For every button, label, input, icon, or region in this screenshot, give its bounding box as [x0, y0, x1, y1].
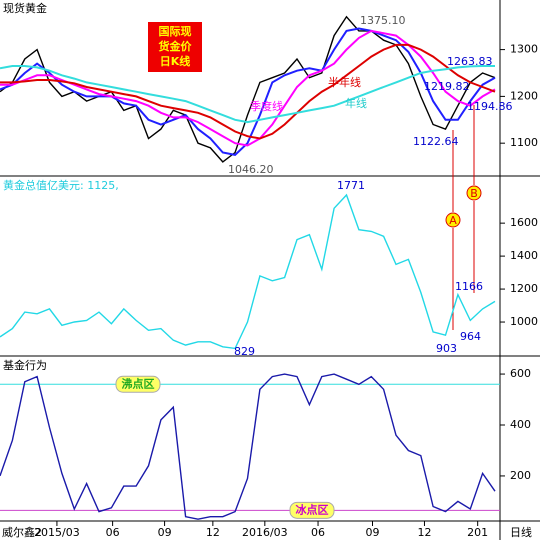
label-box-text: 货金价	[158, 39, 193, 53]
marker-label: A	[449, 214, 457, 227]
label-box	[148, 22, 202, 72]
series-line	[0, 373, 496, 520]
y-tick-label: 1200	[510, 89, 538, 102]
marker-label: B	[470, 187, 478, 200]
x-tick-label: 09	[158, 526, 172, 539]
annotation: 1375.10	[360, 14, 406, 27]
y-tick-label: 1400	[510, 249, 538, 262]
annotation: 1263.83	[447, 55, 493, 68]
x-tick-label: 06	[311, 526, 325, 539]
footer-label: 日线	[510, 525, 532, 539]
label-box-text: 日K线	[160, 54, 191, 68]
annotation: 季度线	[250, 99, 283, 113]
zone-label: 沸点区	[122, 376, 155, 390]
y-tick-label: 400	[510, 418, 531, 431]
annotation: 1194.86	[467, 100, 513, 113]
y-tick-label: 1100	[510, 136, 538, 149]
y-tick-label: 1300	[510, 43, 538, 56]
annotation: 年线	[345, 96, 367, 110]
annotation: 829	[234, 345, 255, 358]
series-line	[0, 43, 496, 140]
x-tick-label: 2015/03	[34, 526, 80, 539]
x-tick-label: 09	[365, 526, 379, 539]
annotation: 964	[460, 330, 481, 343]
x-tick-label: 06	[106, 526, 120, 539]
zone-badge	[115, 375, 161, 393]
series-line	[0, 29, 496, 147]
panel-title: 黄金总值亿美元: 1125,	[3, 178, 119, 192]
annotation: 半年线	[328, 75, 361, 89]
y-tick-label: 1200	[510, 282, 538, 295]
annotation: 1122.64	[413, 135, 459, 148]
y-tick-label: 1000	[510, 315, 538, 328]
zone-badge	[289, 501, 335, 519]
series-line	[0, 65, 495, 124]
y-tick-label: 1600	[510, 216, 538, 229]
series-line	[0, 15, 496, 163]
series-line	[0, 27, 496, 156]
series-line	[0, 193, 496, 350]
y-tick-label: 200	[510, 469, 531, 482]
x-tick-label: 12	[206, 526, 220, 539]
y-tick-label: 600	[510, 367, 531, 380]
marker-circle	[445, 212, 461, 228]
annotation: 1771	[337, 179, 365, 192]
x-tick-label: 2016/03	[242, 526, 288, 539]
zone-label: 冰点区	[296, 502, 329, 516]
annotation: 1166	[455, 280, 483, 293]
x-tick-label: 12	[417, 526, 431, 539]
panel-title: 现货黄金	[3, 1, 47, 15]
x-tick-label: 201	[467, 526, 488, 539]
annotation: 1219.82	[424, 80, 470, 93]
panel-title: 基金行为	[3, 358, 47, 372]
marker-circle	[466, 185, 482, 201]
footer-label: 威尔鑫2	[2, 525, 42, 539]
annotation: 1046.20	[228, 163, 274, 176]
label-box-text: 国际现	[159, 24, 192, 38]
annotation: 903	[436, 342, 457, 355]
